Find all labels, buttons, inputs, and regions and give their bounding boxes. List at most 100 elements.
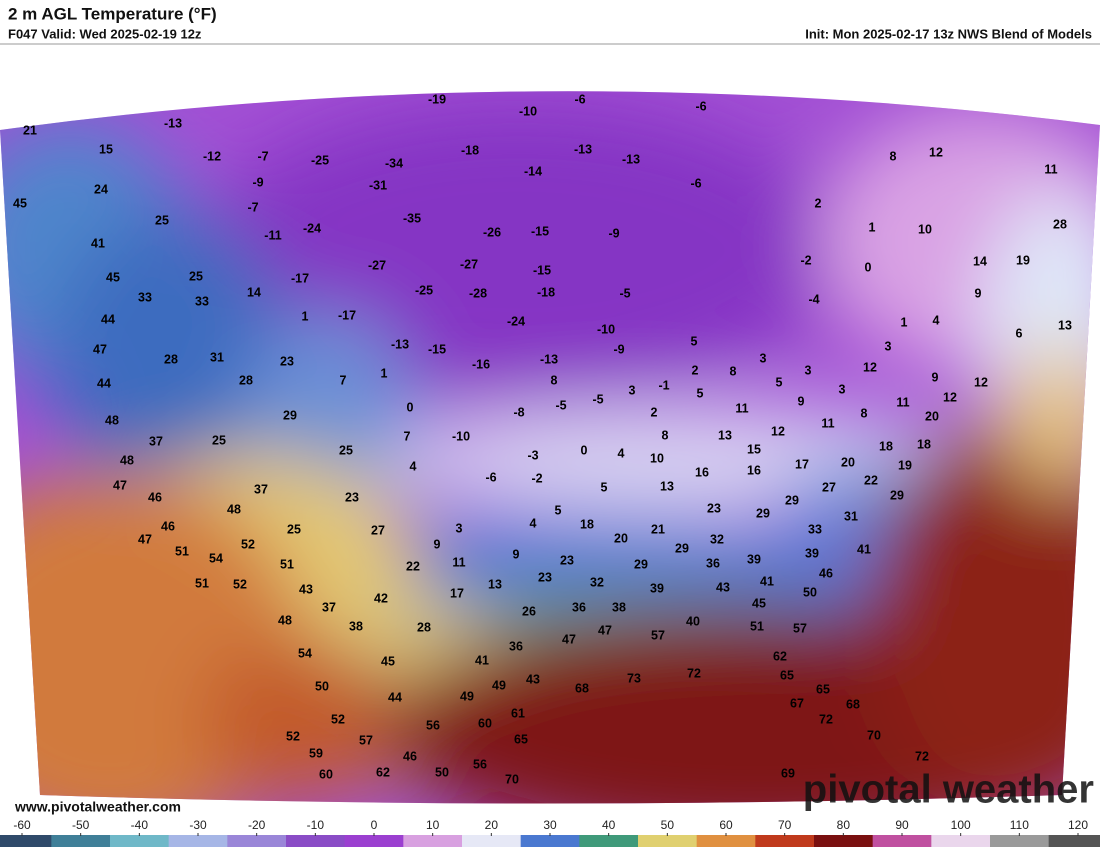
temperature-label: 46 (403, 749, 417, 763)
colorbar-tick-label: 60 (719, 818, 733, 832)
temperature-label: 28 (164, 352, 178, 366)
temperature-label: 49 (492, 678, 506, 692)
temperature-label: 29 (283, 408, 297, 422)
temperature-label: 5 (697, 386, 704, 400)
colorbar-tick-label: -20 (248, 818, 266, 832)
temperature-label: 29 (785, 493, 799, 507)
temperature-label: 62 (773, 649, 787, 663)
temperature-label: 24 (94, 182, 108, 196)
temperature-label: 45 (381, 654, 395, 668)
temperature-label: 8 (551, 373, 558, 387)
temperature-label: 7 (404, 429, 411, 443)
temperature-label: 1 (381, 366, 388, 380)
temperature-label: -10 (452, 429, 470, 443)
temperature-label: 65 (780, 668, 794, 682)
temperature-label: 43 (299, 582, 313, 596)
temperature-label: 23 (560, 553, 574, 567)
colorbar-tick-label: 40 (602, 818, 616, 832)
temperature-label: 37 (149, 434, 163, 448)
temperature-label: 36 (706, 556, 720, 570)
temperature-label: 60 (478, 716, 492, 730)
temperature-label: -18 (461, 143, 479, 157)
temperature-label: 13 (488, 577, 502, 591)
temperature-label: -25 (311, 153, 329, 167)
temperature-label: -13 (574, 142, 592, 156)
temperature-label: 33 (138, 290, 152, 304)
temperature-label: -9 (608, 226, 619, 240)
temperature-label: 68 (846, 697, 860, 711)
temperature-label: 50 (803, 585, 817, 599)
colorbar-tick-label: 20 (485, 818, 499, 832)
init-time: Init: Mon 2025-02-17 13z NWS Blend of Mo… (805, 26, 1092, 41)
temperature-label: -5 (592, 392, 603, 406)
temperature-label: 43 (526, 672, 540, 686)
temperature-label: 52 (241, 537, 255, 551)
temperature-label: -13 (622, 152, 640, 166)
temperature-label: -7 (257, 149, 268, 163)
temperature-label: -24 (507, 314, 525, 328)
temperature-label: 31 (210, 350, 224, 364)
temperature-label: 21 (23, 123, 37, 137)
website: www.pivotalweather.com (14, 799, 181, 815)
temperature-label: 54 (209, 551, 223, 565)
temperature-label: 51 (750, 619, 764, 633)
temperature-label: 28 (239, 373, 253, 387)
temperature-label: 46 (161, 519, 175, 533)
temperature-label: 48 (105, 413, 119, 427)
temperature-label: 16 (747, 463, 761, 477)
temperature-label: 72 (819, 712, 833, 726)
temperature-label: 48 (227, 502, 241, 516)
temperature-label: 25 (287, 522, 301, 536)
temperature-label: -6 (485, 470, 496, 484)
temperature-label: -6 (574, 92, 585, 106)
temperature-label: 48 (120, 453, 134, 467)
temperature-label: 65 (514, 732, 528, 746)
colorbar-tick-label: 70 (778, 818, 792, 832)
temperature-label: 51 (175, 544, 189, 558)
temperature-label: -11 (264, 228, 281, 242)
temperature-label: 12 (974, 375, 988, 389)
colorbar-segment (110, 835, 170, 847)
temperature-label: 57 (793, 621, 807, 635)
temperature-label: 46 (148, 490, 162, 504)
temperature-label: 9 (975, 286, 982, 300)
temperature-label: 41 (857, 542, 871, 556)
temperature-label: 13 (1058, 318, 1072, 332)
colorbar: -60 -50 -40 -30 -20 -10 0 10 20 30 40 50 60 70 80 90 100… (0, 818, 1100, 847)
temperature-label: -25 (415, 283, 433, 297)
temperature-label: 67 (790, 696, 804, 710)
colorbar-segment (344, 835, 404, 847)
temperature-label: 23 (280, 354, 294, 368)
temperature-label: 72 (915, 749, 929, 763)
colorbar-tick-label: 120 (1068, 818, 1088, 832)
temperature-label: 31 (844, 509, 858, 523)
temperature-label: 47 (138, 532, 152, 546)
temperature-label: 51 (280, 557, 294, 571)
valid-time: F047 Valid: Wed 2025-02-19 12z (8, 26, 202, 41)
temperature-label: 12 (943, 390, 957, 404)
temperature-label: 5 (776, 375, 783, 389)
temperature-label: 44 (97, 376, 111, 390)
temperature-label: 25 (339, 443, 353, 457)
temperature-label: -18 (537, 285, 555, 299)
temperature-label: 5 (691, 334, 698, 348)
temperature-label: 39 (650, 581, 664, 595)
temperature-label: 70 (867, 728, 881, 742)
temperature-label: 23 (345, 490, 359, 504)
temperature-label: 25 (155, 213, 169, 227)
temperature-label: 1 (869, 220, 876, 234)
temperature-label: 4 (618, 446, 625, 460)
temperature-label: 23 (707, 501, 721, 515)
temperature-label: -2 (800, 253, 811, 267)
temperature-label: 29 (890, 488, 904, 502)
temperature-label: 21 (651, 522, 665, 536)
temperature-label: 68 (575, 681, 589, 695)
colorbar-segment (990, 835, 1050, 847)
temperature-label: 3 (629, 383, 636, 397)
temperature-label: 28 (1053, 217, 1067, 231)
temperature-label: 11 (1044, 162, 1057, 176)
temperature-label: 17 (450, 586, 464, 600)
